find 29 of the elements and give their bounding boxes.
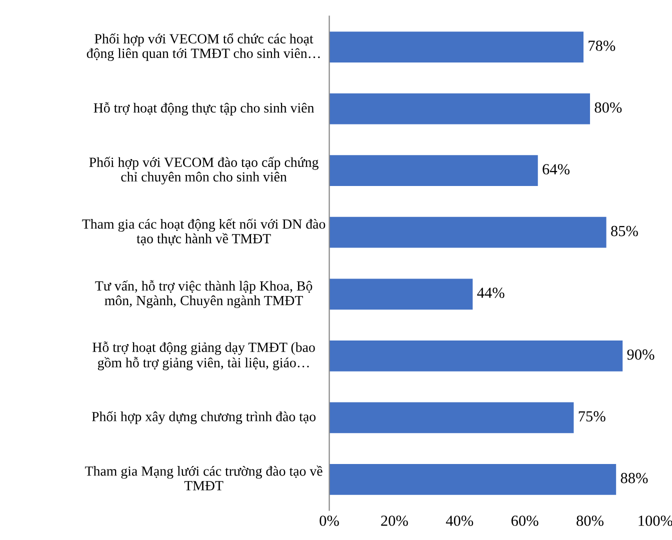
bar (329, 93, 590, 124)
x-tick-label: 20% (381, 516, 408, 526)
bar (329, 216, 606, 248)
x-tick-label: 0% (320, 516, 339, 526)
x-tick-label: 80% (576, 516, 604, 526)
y-tick-label: Hỗ trợ hoạt động thực tập cho sinh viên (94, 102, 314, 116)
bar (329, 32, 584, 63)
bar (329, 278, 473, 310)
bar (329, 464, 616, 495)
data-label: 85% (611, 226, 638, 236)
bar (329, 340, 623, 372)
bar (329, 155, 538, 186)
data-label: 78% (588, 40, 616, 51)
x-tick-label: 40% (446, 516, 474, 526)
data-label: 64% (542, 164, 570, 174)
y-tick-label: Hỗ trợ hoạt động giảng dạy TMĐT (bao gồm hỗ trợ giảng viên, tài liệu, giáo… (92, 342, 315, 370)
data-label: 88% (620, 472, 648, 484)
y-tick-label: Tham gia các hoạt động kết nối với DN đào tạo thực hành về TMĐT (82, 218, 326, 246)
y-tick-label: Phối hợp xây dựng chương trình đào tạo (92, 411, 316, 424)
data-label: 75% (578, 411, 606, 422)
data-label: 90% (627, 349, 654, 360)
data-label: 44% (477, 288, 504, 298)
y-tick-label: Tham gia Mạng lưới các trường đào tạo về TMĐT (85, 466, 322, 490)
y-tick-label: Phối hợp với VECOM đào tạo cấp chứng chỉ chuyên môn cho sinh viên (89, 156, 318, 184)
data-label: 80% (594, 102, 622, 113)
bar (329, 402, 574, 434)
x-tick-label: 60% (511, 516, 538, 526)
y-tick-label: Tư vấn, hỗ trợ việc thành lập Khoa, Bộ môn, Ngành, Chuyên ngành TMĐT (95, 280, 312, 308)
y-tick-label: Phối hợp với VECOM tổ chức các hoạt động liên quan tới TMĐT cho sinh viên… (86, 33, 320, 61)
